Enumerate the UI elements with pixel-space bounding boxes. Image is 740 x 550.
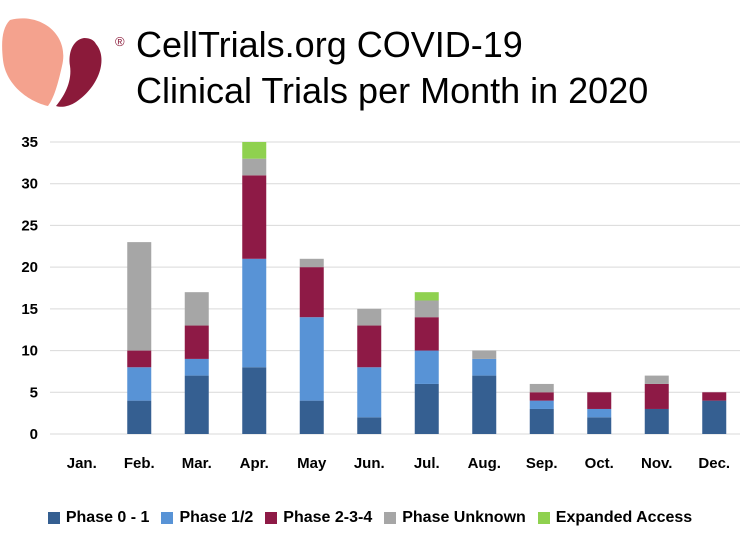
- bar-segment: [644, 408, 669, 434]
- title-line-2: Clinical Trials per Month in 2020: [136, 70, 649, 111]
- x-tick-label: Nov.: [641, 455, 672, 472]
- bar-segment: [587, 392, 612, 409]
- bar-segment: [472, 358, 497, 376]
- x-tick-label: Dec.: [698, 455, 730, 472]
- bar-segment: [414, 383, 439, 434]
- bar-segment: [414, 350, 439, 384]
- bar-segment: [414, 300, 439, 318]
- celltrials-logo: [2, 18, 102, 107]
- y-tick-label: 0: [30, 426, 38, 443]
- bar-segment: [299, 317, 324, 401]
- legend-item: Phase 0 - 1: [47, 509, 150, 527]
- bar-segment: [184, 375, 209, 434]
- legend-label: Phase 0 - 1: [65, 509, 150, 526]
- y-tick-label: 35: [21, 134, 38, 151]
- bar-segment: [414, 317, 439, 351]
- bar-segment: [587, 408, 612, 418]
- bar-segment: [184, 358, 209, 376]
- bar-segment: [242, 367, 267, 434]
- bar-segment: [529, 383, 554, 393]
- legend-swatch: [537, 512, 550, 524]
- bar-segment: [242, 175, 267, 259]
- legend-swatch: [47, 512, 60, 524]
- bar-segment: [529, 408, 554, 434]
- x-tick-label: Jun.: [354, 455, 385, 472]
- legend-swatch: [161, 512, 174, 524]
- legend-label: Phase Unknown: [402, 509, 526, 526]
- y-tick-label: 30: [21, 176, 38, 193]
- x-tick-label: May: [297, 455, 327, 472]
- x-tick-label: Apr.: [240, 455, 269, 472]
- chart-title: CellTrials.org COVID-19 Clinical Trials …: [136, 22, 736, 114]
- legend-item: Phase 1/2: [161, 509, 253, 527]
- legend-item: Phase Unknown: [384, 509, 526, 527]
- bar-segment: [357, 417, 382, 434]
- legend-swatch: [265, 512, 278, 524]
- x-tick-label: Aug.: [468, 455, 501, 472]
- logo-right-drop: [56, 38, 102, 107]
- bar-segment: [127, 350, 152, 368]
- x-tick-label: Mar.: [182, 455, 212, 472]
- logo-left-drop: [2, 18, 64, 106]
- legend-label: Phase 1/2: [179, 509, 254, 526]
- legend-label: Expanded Access: [555, 509, 693, 526]
- bar-segment: [242, 142, 267, 159]
- bar-segment: [644, 375, 669, 384]
- y-tick-label: 5: [30, 384, 38, 401]
- x-tick-label: Jan.: [67, 455, 97, 472]
- bar-segment: [357, 367, 382, 418]
- bar-segment: [127, 242, 152, 351]
- bar-segment: [702, 400, 727, 434]
- bar-segment: [299, 400, 324, 434]
- bar-segment: [472, 350, 497, 359]
- bar-segment: [299, 258, 324, 268]
- bar-segment: [184, 292, 209, 326]
- stacked-bar-chart: 0 5 10 15 20 25 30 35 Jan. Feb. Mar. Apr. May Jun. Jul…: [21, 134, 740, 472]
- bar-segment: [587, 417, 612, 434]
- y-tick-label: 25: [21, 217, 38, 234]
- registered-mark: ®: [115, 34, 125, 49]
- legend-label: Phase 2-3-4: [283, 509, 373, 526]
- bar-segment: [127, 400, 152, 434]
- y-tick-label: 10: [21, 343, 38, 360]
- bar-segment: [644, 383, 669, 409]
- x-tick-label: Feb.: [124, 455, 155, 472]
- bar-segment: [529, 400, 554, 409]
- bar-segment: [702, 392, 727, 401]
- x-tick-label: Jul.: [414, 455, 440, 472]
- bar-segment: [414, 292, 439, 301]
- bar-segment: [472, 375, 497, 434]
- bar-segment: [357, 308, 382, 326]
- bar-segment: [357, 325, 382, 368]
- x-tick-label: Oct.: [585, 455, 614, 472]
- x-tick-label: Sep.: [526, 455, 558, 472]
- legend-item: Expanded Access: [537, 509, 693, 527]
- bar-segment: [242, 258, 267, 368]
- bar-segment: [242, 158, 267, 176]
- bar-segment: [184, 325, 209, 359]
- y-tick-label: 15: [21, 301, 38, 318]
- y-tick-label: 20: [21, 259, 38, 276]
- title-line-1: CellTrials.org COVID-19: [136, 24, 523, 65]
- bar-segment: [127, 367, 152, 401]
- bar-segment: [299, 267, 324, 318]
- legend-item: Phase 2-3-4: [265, 509, 372, 527]
- legend-swatch: [384, 512, 397, 524]
- legend: Phase 0 - 1 Phase 1/2 Phase 2-3-4 Phase Unk…: [0, 506, 740, 530]
- bar-segment: [529, 392, 554, 401]
